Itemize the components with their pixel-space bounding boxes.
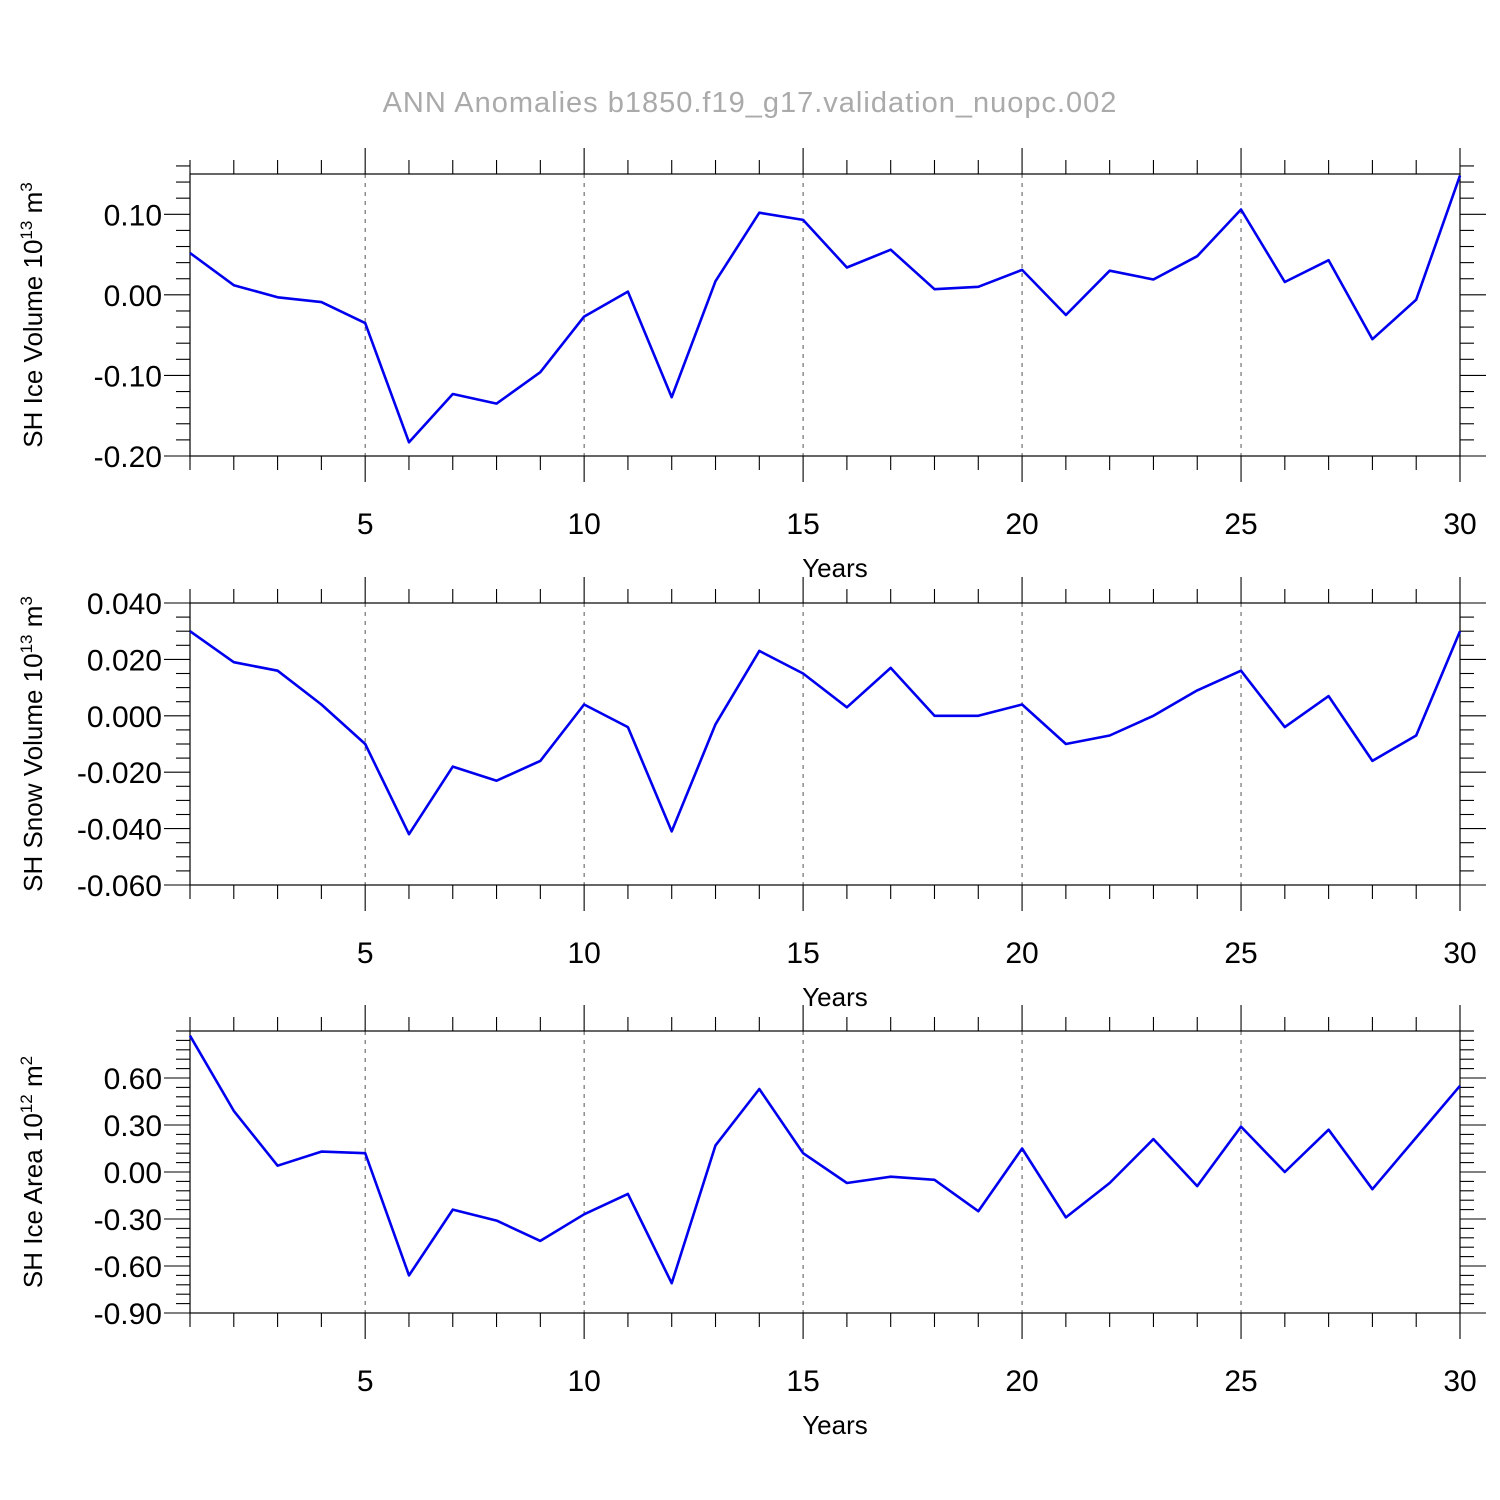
x-tick-label: 15 — [786, 1365, 819, 1398]
y-axis-label-unit: m — [18, 1065, 48, 1094]
series-line — [189, 175, 1462, 444]
y-tick-label: -0.10 — [94, 360, 162, 393]
panel-2: 5 10 15 20 25 30 -0.060 -0.040 -0.020 0.000 0.020 0… — [17, 577, 1486, 1012]
y-tick-label: 0.020 — [87, 644, 162, 677]
y-axis-label-exponent: 13 — [17, 634, 36, 653]
y-axis-label-text: SH Snow Volume 10 — [18, 653, 48, 891]
panel-3: 5 10 15 20 25 30 -0.90 -0.60 -0.30 0.00 0.30 0.60 Ye… — [17, 1005, 1486, 1440]
x-tick-label: 5 — [357, 937, 374, 970]
y-tick-label: -0.60 — [94, 1251, 162, 1284]
y-axis-label-unit: m — [18, 192, 48, 221]
y-axis-label-text: SH Ice Volume 10 — [18, 240, 48, 448]
x-tick-label: 25 — [1224, 1365, 1257, 1398]
y-tick-label: 0.10 — [104, 199, 162, 232]
x-tick-label: 20 — [1005, 508, 1038, 541]
y-tick-label: 0.040 — [87, 588, 162, 621]
x-tick-label: 25 — [1224, 937, 1257, 970]
x-tick-label: 10 — [567, 937, 600, 970]
panel-1: 5 10 15 20 25 30 -0.20 -0.10 0.00 0.10 Years SH Ice… — [17, 148, 1486, 583]
plot-frame — [189, 1030, 1461, 1314]
x-tick-label: 5 — [357, 1365, 374, 1398]
y-tick-label: 0.00 — [104, 280, 162, 313]
y-axis-label-unit: m — [18, 606, 48, 635]
x-tick-label: 25 — [1224, 508, 1257, 541]
y-tick-label: 0.00 — [104, 1157, 162, 1190]
series-line — [188, 1035, 1461, 1285]
x-tick-label: 5 — [357, 508, 374, 541]
y-tick-label: -0.30 — [94, 1204, 162, 1237]
y-axis-label: SH Ice Volume 1013 m3 — [17, 182, 48, 447]
x-tick-label: 10 — [567, 508, 600, 541]
y-tick-label: 0.000 — [87, 701, 162, 734]
series-line — [189, 630, 1462, 836]
x-axis-label: Years — [802, 1410, 868, 1440]
y-tick-label: 0.30 — [104, 1110, 162, 1143]
plot-frame — [189, 602, 1461, 886]
y-tick-label: -0.20 — [94, 441, 162, 474]
x-tick-label: 10 — [567, 1365, 600, 1398]
x-axis-label: Years — [802, 553, 868, 583]
x-tick-label: 30 — [1443, 1365, 1476, 1398]
y-axis-label-unit-exponent: 3 — [17, 182, 36, 191]
x-tick-label: 20 — [1005, 937, 1038, 970]
y-tick-label: 0.60 — [104, 1063, 162, 1096]
y-tick-label: -0.90 — [94, 1298, 162, 1331]
y-axis-label-unit-exponent: 3 — [17, 596, 36, 605]
y-axis-label: SH Ice Area 1012 m2 — [17, 1056, 48, 1288]
y-axis-label-text: SH Ice Area 10 — [18, 1113, 48, 1288]
y-tick-label: -0.060 — [77, 870, 162, 903]
x-tick-label: 15 — [786, 937, 819, 970]
x-tick-label: 15 — [786, 508, 819, 541]
y-axis-label-exponent: 12 — [17, 1094, 36, 1113]
plot-frame — [189, 173, 1461, 457]
x-axis-label: Years — [802, 982, 868, 1012]
figure-title: ANN Anomalies b1850.f19_g17.validation_n… — [383, 87, 1118, 119]
y-tick-label: -0.020 — [77, 757, 162, 790]
y-axis-label-exponent: 13 — [17, 221, 36, 240]
x-tick-label: 30 — [1443, 937, 1476, 970]
x-tick-label: 30 — [1443, 508, 1476, 541]
y-axis-label-unit-exponent: 2 — [17, 1056, 36, 1065]
y-tick-label: -0.040 — [77, 814, 162, 847]
x-tick-label: 20 — [1005, 1365, 1038, 1398]
y-axis-label: SH Snow Volume 1013 m3 — [17, 596, 48, 892]
